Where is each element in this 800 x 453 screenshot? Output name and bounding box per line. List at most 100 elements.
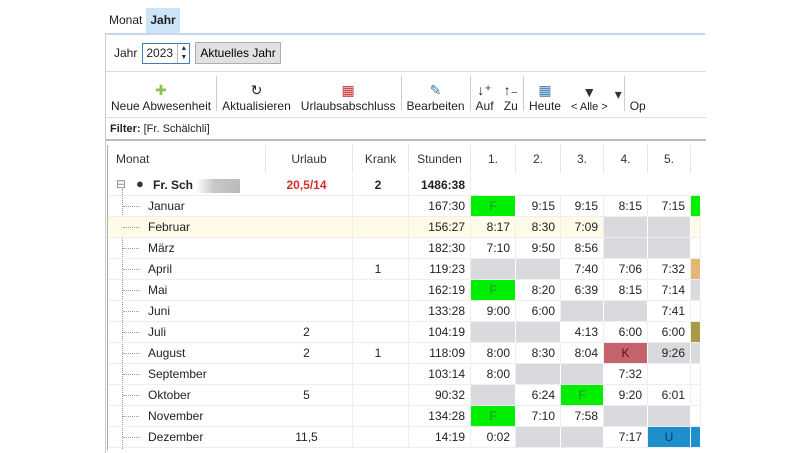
person-krank[interactable]: 2 (353, 175, 409, 195)
day-cell-5[interactable]: 7:14 (648, 280, 691, 300)
urlaub-cell[interactable]: 11,5 (266, 427, 353, 447)
day-cell-2[interactable]: 8:30 (516, 343, 561, 363)
day-cell-6[interactable] (691, 364, 701, 384)
column-header-monat[interactable]: Monat (108, 145, 266, 173)
auf-button[interactable]: ↓⁺ Auf (471, 72, 499, 116)
urlaub-cell[interactable] (266, 217, 353, 237)
krank-cell[interactable] (353, 385, 409, 405)
heute-button[interactable]: ▦ Heute (524, 72, 566, 116)
day-cell-5[interactable]: 7:32 (648, 259, 691, 279)
day-cell-1[interactable]: 8:17 (471, 217, 516, 237)
day-cell-2-weekend[interactable] (516, 427, 561, 447)
month-row-oktober[interactable]: Oktober 5 90:32 6:24 F 9:20 6:01 (108, 385, 701, 406)
column-header-urlaub[interactable]: Urlaub (266, 145, 353, 173)
day-cell-6-weekend[interactable] (691, 280, 701, 300)
day-cell-2-weekend[interactable] (516, 322, 561, 342)
op-button[interactable]: Op (625, 72, 651, 116)
person-row[interactable]: ⊟ ● Fr. Sch 20,5/14 2 1486:38 (108, 175, 701, 196)
day-cell-1[interactable]: 8:00 (471, 364, 516, 384)
urlaub-cell[interactable]: 2 (266, 322, 353, 342)
day-cell-6[interactable] (691, 217, 701, 237)
krank-cell[interactable] (353, 280, 409, 300)
day-cell-2[interactable]: 9:50 (516, 238, 561, 258)
spinner-arrows-icon[interactable]: ▲ ▼ (177, 43, 189, 63)
day-cell-3[interactable]: 8:56 (561, 238, 604, 258)
day-cell-1[interactable]: 8:00 (471, 343, 516, 363)
urlaub-cell[interactable]: 5 (266, 385, 353, 405)
day-cell-3-weekend[interactable] (561, 364, 604, 384)
day-cell-3[interactable]: 7:40 (561, 259, 604, 279)
krank-cell[interactable] (353, 196, 409, 216)
day-cell-1-holiday[interactable]: F (471, 280, 516, 300)
day-cell-6[interactable] (691, 301, 701, 321)
day-cell-4[interactable]: 6:00 (604, 322, 648, 342)
day-cell-4-weekend[interactable] (604, 217, 648, 237)
urlaub-cell[interactable] (266, 364, 353, 384)
krank-cell[interactable] (353, 406, 409, 426)
day-cell-1[interactable]: 9:00 (471, 301, 516, 321)
day-cell-4-weekend[interactable] (604, 406, 648, 426)
column-header-stunden[interactable]: Stunden (409, 145, 471, 173)
stunden-cell[interactable]: 182:30 (409, 238, 471, 258)
day-cell-5-weekend[interactable]: 9:26 (648, 343, 691, 363)
column-header-4[interactable]: 4. (604, 145, 648, 173)
stunden-cell[interactable]: 104:19 (409, 322, 471, 342)
day-cell-2-weekend[interactable] (516, 259, 561, 279)
day-cell-2[interactable]: 6:24 (516, 385, 561, 405)
day-cell-6-olive[interactable] (691, 322, 701, 342)
year-spinner[interactable]: 2023 ▲ ▼ (142, 42, 191, 64)
day-cell-2[interactable]: 8:20 (516, 280, 561, 300)
month-row-mai[interactable]: Mai 162:19 F 8:20 6:39 8:15 7:14 (108, 280, 701, 301)
day-cell-4-weekend[interactable] (604, 238, 648, 258)
day-cell-3[interactable]: 8:04 (561, 343, 604, 363)
day-cell-4[interactable]: 7:06 (604, 259, 648, 279)
month-row-september[interactable]: September 103:14 8:00 7:32 (108, 364, 701, 385)
stunden-cell[interactable]: 14:19 (409, 427, 471, 447)
month-row-februar[interactable]: Februar 156:27 8:17 8:30 7:09 (108, 217, 701, 238)
month-row-juli[interactable]: Juli 2 104:19 4:13 6:00 6:00 (108, 322, 701, 343)
day-cell-6[interactable] (691, 385, 701, 405)
day-cell-5[interactable]: 6:00 (648, 322, 691, 342)
krank-cell[interactable] (353, 427, 409, 447)
month-row-juni[interactable]: Juni 133:28 9:00 6:00 7:41 (108, 301, 701, 322)
day-cell-1-weekend[interactable] (471, 259, 516, 279)
day-cell-3[interactable]: 9:15 (561, 196, 604, 216)
day-cell-2-weekend[interactable] (516, 364, 561, 384)
day-cell-2[interactable]: 9:15 (516, 196, 561, 216)
stunden-cell[interactable]: 90:32 (409, 385, 471, 405)
day-cell-5-vacation[interactable]: U (648, 427, 691, 447)
year-value[interactable]: 2023 (146, 46, 174, 60)
day-cell-5[interactable]: 7:15 (648, 196, 691, 216)
day-cell-3[interactable]: 6:39 (561, 280, 604, 300)
month-row-august[interactable]: August 2 1 118:09 8:00 8:30 8:04 K 9:26 (108, 343, 701, 364)
zu-button[interactable]: ↑₋ Zu (499, 72, 523, 116)
dropdown-button[interactable]: ▾ (613, 72, 624, 116)
day-cell-4-sick[interactable]: K (604, 343, 648, 363)
day-cell-1-weekend[interactable] (471, 385, 516, 405)
day-cell-1[interactable]: 0:02 (471, 427, 516, 447)
current-year-button[interactable]: Aktuelles Jahr (195, 42, 281, 64)
day-cell-3[interactable]: 4:13 (561, 322, 604, 342)
urlaub-cell[interactable] (266, 238, 353, 258)
day-cell-1-holiday[interactable]: F (471, 196, 516, 216)
day-cell-6-vacation[interactable] (691, 427, 701, 447)
krank-cell[interactable] (353, 322, 409, 342)
column-header-3[interactable]: 3. (561, 145, 604, 173)
day-cell-3[interactable]: 7:09 (561, 217, 604, 237)
stunden-cell[interactable]: 103:14 (409, 364, 471, 384)
tab-jahr[interactable]: Jahr (146, 8, 180, 33)
day-cell-5-weekend[interactable] (648, 238, 691, 258)
day-cell-4[interactable]: 8:15 (604, 280, 648, 300)
column-header-krank[interactable]: Krank (353, 145, 409, 173)
stunden-cell[interactable]: 162:19 (409, 280, 471, 300)
tab-monat[interactable]: Monat (109, 13, 143, 27)
month-row-dezember[interactable]: Dezember 11,5 14:19 0:02 7:17 U (108, 427, 701, 448)
urlaub-cell[interactable] (266, 301, 353, 321)
day-cell-6-tan[interactable] (691, 259, 701, 279)
day-cell-3-weekend[interactable] (561, 301, 604, 321)
krank-cell[interactable]: 1 (353, 343, 409, 363)
month-row-april[interactable]: April 1 119:23 7:40 7:06 7:32 (108, 259, 701, 280)
day-cell-6[interactable] (691, 238, 701, 258)
day-cell-1-holiday[interactable]: F (471, 406, 516, 426)
urlaub-cell[interactable] (266, 259, 353, 279)
